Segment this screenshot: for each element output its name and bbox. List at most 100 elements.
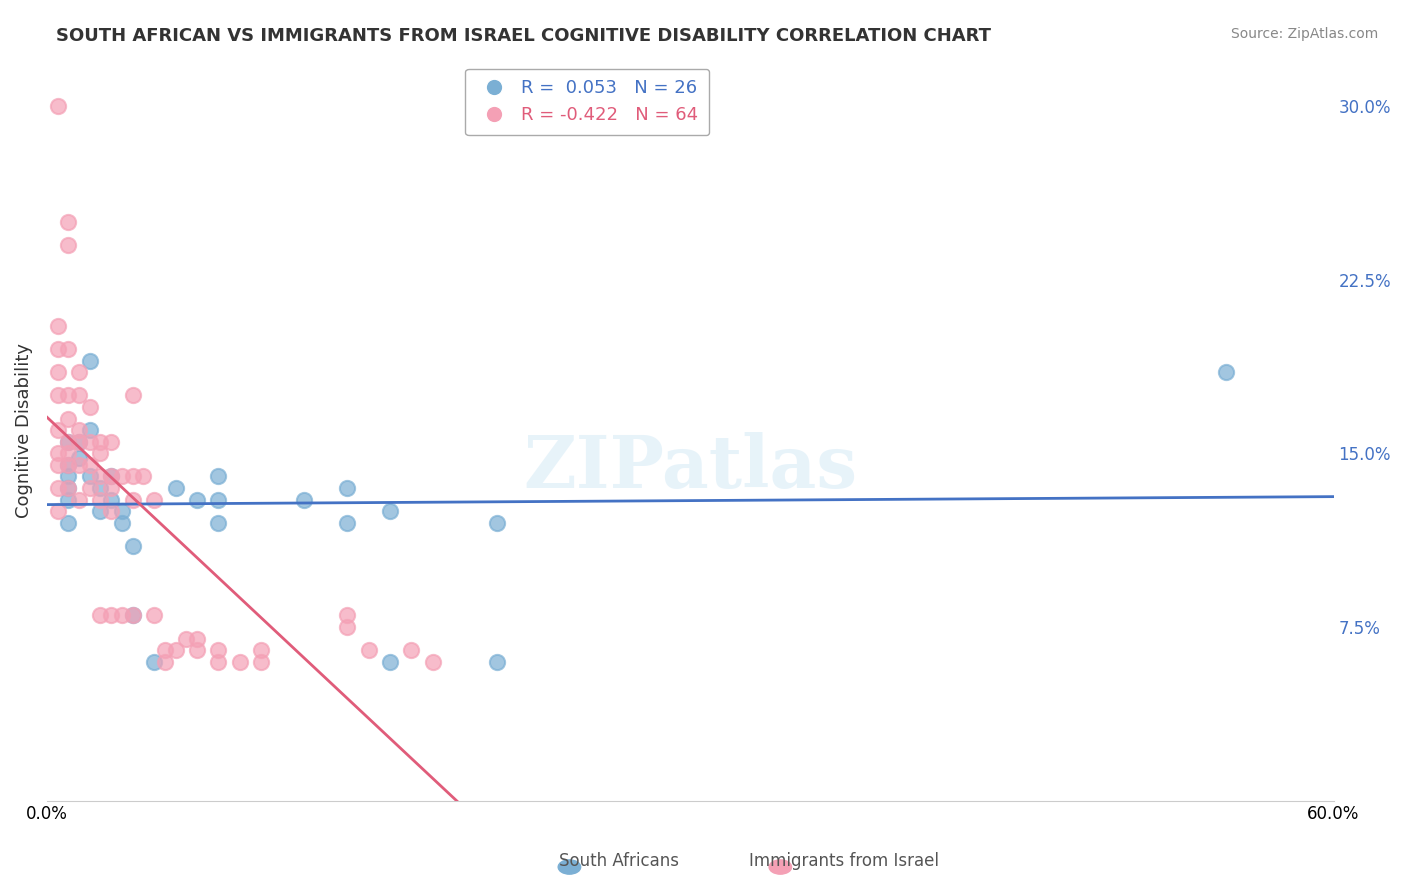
Point <box>111 608 134 623</box>
Point <box>378 504 401 518</box>
Point <box>67 434 90 449</box>
Point <box>46 423 69 437</box>
Point <box>143 492 166 507</box>
Point <box>67 458 90 472</box>
Point <box>121 539 143 553</box>
Point <box>336 620 359 634</box>
Point <box>46 504 69 518</box>
Point <box>58 434 80 449</box>
Point <box>58 481 80 495</box>
Point <box>89 446 111 460</box>
Point <box>79 423 101 437</box>
Point <box>153 643 176 657</box>
Point <box>100 434 122 449</box>
Point <box>207 469 229 483</box>
Point <box>486 655 509 669</box>
Point <box>121 492 143 507</box>
Point <box>207 492 229 507</box>
Point <box>46 342 69 356</box>
Point <box>89 434 111 449</box>
Point <box>79 434 101 449</box>
Point <box>486 516 509 530</box>
Point <box>186 643 208 657</box>
Point <box>292 492 315 507</box>
Point <box>79 458 101 472</box>
Point <box>46 365 69 379</box>
Point <box>121 608 143 623</box>
Point <box>121 608 143 623</box>
Text: South Africans: South Africans <box>558 852 679 870</box>
Point <box>67 388 90 402</box>
Point <box>58 481 80 495</box>
Point <box>143 655 166 669</box>
Point <box>58 458 80 472</box>
Point <box>58 458 80 472</box>
Point <box>89 504 111 518</box>
Point <box>58 434 80 449</box>
Point <box>67 423 90 437</box>
Point <box>58 411 80 425</box>
Text: Source: ZipAtlas.com: Source: ZipAtlas.com <box>1230 27 1378 41</box>
Point <box>67 434 90 449</box>
Point <box>58 342 80 356</box>
Point <box>100 504 122 518</box>
Point <box>46 388 69 402</box>
Point <box>67 492 90 507</box>
Point <box>79 400 101 414</box>
Point <box>336 481 359 495</box>
Point <box>46 318 69 333</box>
Text: SOUTH AFRICAN VS IMMIGRANTS FROM ISRAEL COGNITIVE DISABILITY CORRELATION CHART: SOUTH AFRICAN VS IMMIGRANTS FROM ISRAEL … <box>56 27 991 45</box>
Point <box>336 516 359 530</box>
Point <box>229 655 252 669</box>
Point <box>174 632 197 646</box>
Point <box>186 632 208 646</box>
Point <box>207 655 229 669</box>
Point <box>165 481 187 495</box>
Text: ZIPatlas: ZIPatlas <box>523 432 858 503</box>
Point <box>46 458 69 472</box>
Point <box>58 446 80 460</box>
Point <box>46 446 69 460</box>
Point <box>58 469 80 483</box>
Point <box>207 516 229 530</box>
Point <box>378 655 401 669</box>
Text: Immigrants from Israel: Immigrants from Israel <box>748 852 939 870</box>
Point <box>58 238 80 252</box>
Point <box>111 504 134 518</box>
Point <box>100 608 122 623</box>
Point <box>67 450 90 465</box>
Point <box>89 469 111 483</box>
Point <box>250 655 273 669</box>
Point <box>186 492 208 507</box>
Point <box>58 492 80 507</box>
Point <box>100 469 122 483</box>
Point <box>89 481 111 495</box>
Point <box>58 516 80 530</box>
Point <box>132 469 155 483</box>
Point <box>100 469 122 483</box>
Point <box>143 608 166 623</box>
Point <box>79 481 101 495</box>
Point <box>100 481 122 495</box>
Point <box>336 608 359 623</box>
Point <box>58 215 80 229</box>
Point <box>250 643 273 657</box>
Y-axis label: Cognitive Disability: Cognitive Disability <box>15 343 32 517</box>
Point <box>153 655 176 669</box>
Point <box>79 469 101 483</box>
Point <box>67 365 90 379</box>
Point <box>79 353 101 368</box>
Point <box>121 388 143 402</box>
Point <box>100 492 122 507</box>
Point <box>207 643 229 657</box>
Point <box>165 643 187 657</box>
Legend: R =  0.053   N = 26, R = -0.422   N = 64: R = 0.053 N = 26, R = -0.422 N = 64 <box>465 69 709 136</box>
Point <box>1215 365 1237 379</box>
Point <box>46 481 69 495</box>
Point <box>111 516 134 530</box>
Point <box>401 643 423 657</box>
Point <box>121 469 143 483</box>
Point <box>58 388 80 402</box>
Point <box>46 99 69 113</box>
Point <box>422 655 444 669</box>
